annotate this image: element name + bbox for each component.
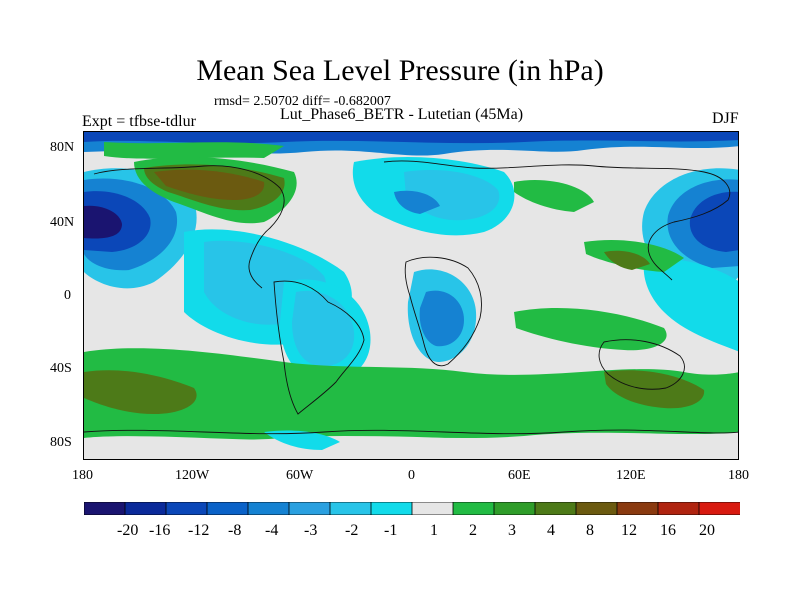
colorbar-swatch <box>165 502 208 515</box>
colorbar-swatch <box>493 502 536 515</box>
colorbar-label: -1 <box>384 522 398 539</box>
colorbar-label: -16 <box>149 522 171 539</box>
lat-label-0: 0 <box>64 288 71 303</box>
colorbar-swatch <box>247 502 290 515</box>
colorbar-label: -2 <box>345 522 359 539</box>
europe-deep <box>394 190 440 214</box>
lon-label-120e: 120E <box>616 468 646 483</box>
colorbar-label: 4 <box>547 522 555 539</box>
lat-label-40n: 40N <box>50 215 75 230</box>
map-title: Mean Sea Level Pressure (in hPa) <box>196 54 604 87</box>
pressure-anomaly-map <box>83 131 739 460</box>
namerica-brown <box>154 169 265 200</box>
lon-label-180e: 180 <box>728 468 749 483</box>
map-field <box>84 132 738 459</box>
colorbar-label: 3 <box>508 522 516 539</box>
lon-label-60w: 60W <box>286 468 314 483</box>
colorbar-swatch <box>84 502 126 515</box>
colorbar-label: -8 <box>228 522 242 539</box>
asia-olive-east <box>604 250 650 270</box>
experiment-id: Expt = tfbse-tdlur <box>82 113 196 130</box>
southern-ocean-green <box>84 348 738 440</box>
colorbar-swatch <box>452 502 495 515</box>
coast-north-america <box>93 165 285 289</box>
lon-label-120w: 120W <box>175 468 210 483</box>
colorbar-label: 16 <box>660 522 676 539</box>
colorbar-swatch <box>575 502 618 515</box>
colorbar-swatch <box>329 502 372 515</box>
colorbar-label: -12 <box>188 522 210 539</box>
colorbar-label: 20 <box>699 522 715 539</box>
asia-green-north <box>514 180 594 212</box>
coast-south-america <box>273 280 365 415</box>
east-pacific-cyan <box>643 259 738 352</box>
south-pacific-olive <box>84 370 197 414</box>
samerica-blue <box>292 290 355 367</box>
colorbar-label: 1 <box>430 522 438 539</box>
colorbar-swatch <box>288 502 331 515</box>
coast-africa <box>404 256 482 367</box>
coast-australia <box>598 339 685 390</box>
lon-label-0: 0 <box>408 468 415 483</box>
lon-label-60e: 60E <box>508 468 531 483</box>
lat-label-80n: 80N <box>50 140 75 155</box>
colorbar-swatch <box>698 502 740 515</box>
colorbar-swatch <box>616 502 659 515</box>
npacific-east-deep <box>689 191 738 252</box>
colorbar-label: -20 <box>117 522 139 539</box>
colorbar <box>84 502 740 515</box>
antarctica-cyan <box>264 430 340 450</box>
colorbar-swatch <box>657 502 700 515</box>
colorbar-label: 8 <box>586 522 594 539</box>
colorbar-label: -4 <box>265 522 279 539</box>
colorbar-swatch <box>370 502 413 515</box>
colorbar-swatch <box>534 502 577 515</box>
lat-label-80s: 80S <box>50 435 72 450</box>
lon-label-180w: 180 <box>72 468 93 483</box>
arctic-green-patch <box>104 142 284 159</box>
colorbar-label: 2 <box>469 522 477 539</box>
experiment-subtitle: Lut_Phase6_BETR - Lutetian (45Ma) <box>280 106 524 123</box>
rmsd-diff-stats: rmsd= 2.50702 diff= -0.682007 <box>214 94 391 109</box>
season-label: DJF <box>712 110 739 127</box>
arctic-deep-region <box>84 132 738 144</box>
coast-antarctica <box>84 429 738 435</box>
colorbar-swatch <box>206 502 249 515</box>
colorbar-swatch <box>124 502 167 515</box>
coastlines <box>84 160 738 435</box>
npacific-west-core <box>84 205 122 239</box>
africa-blue <box>419 290 464 347</box>
colorbar-label: 12 <box>621 522 637 539</box>
coast-eurasia <box>383 160 731 281</box>
colorbar-swatch <box>411 502 454 515</box>
lat-label-40s: 40S <box>50 361 72 376</box>
antarctica-gray <box>84 436 738 459</box>
colorbar-label: -3 <box>304 522 318 539</box>
